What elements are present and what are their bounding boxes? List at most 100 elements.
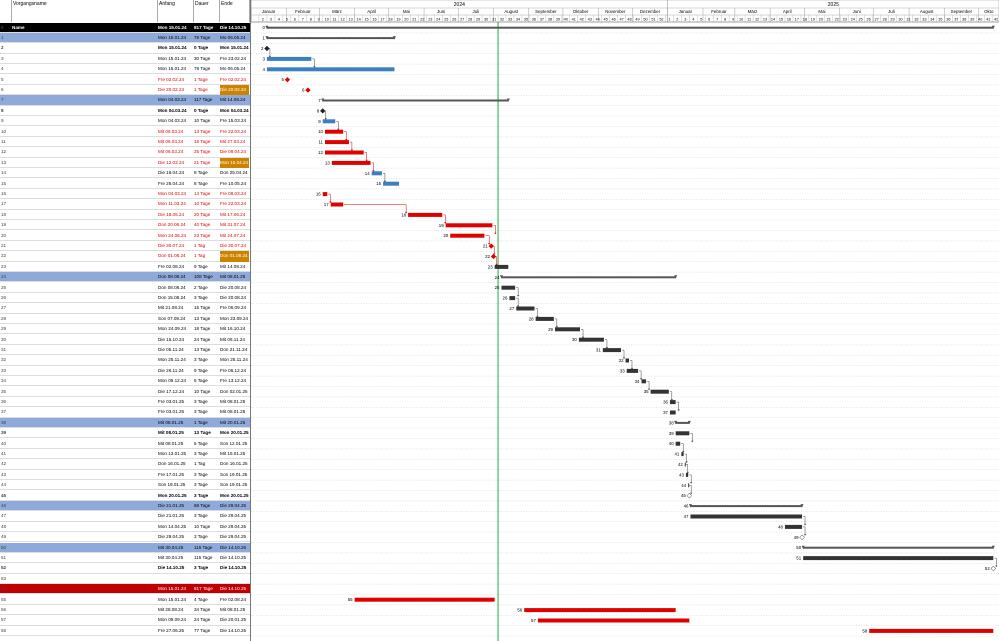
table-row[interactable]: 52 Die 14.10.25 3 Tage Die 14.10.25 bbox=[0, 563, 250, 574]
table-row[interactable]: 43 Fre 17.01.25 3 Tage Son 19.01.25 bbox=[0, 470, 250, 481]
table-row[interactable]: 44 Son 19.01.25 3 Tage Son 19.01.25 bbox=[0, 480, 250, 491]
table-row[interactable]: 15 Fre 26.04.24 8 Tage Fre 10.05.24 bbox=[0, 179, 250, 189]
table-row[interactable]: 6 Die 20.02.24 1 Tage Die 20.02.24 bbox=[0, 84, 250, 96]
end-column-header[interactable]: Ende bbox=[220, 0, 250, 22]
table-row[interactable]: 51 Mit 30.04.25 115 Tage Die 14.10.25 bbox=[0, 553, 250, 564]
task-bar bbox=[554, 327, 581, 332]
week-label: 13 bbox=[349, 18, 353, 22]
gantt-timeline[interactable]: 2024 2025 Januar Februar März April Mai Juni Jul… bbox=[251, 0, 999, 641]
summary-bar bbox=[266, 26, 994, 29]
dependency-arrow bbox=[689, 482, 693, 484]
milestone-diamond bbox=[319, 108, 326, 114]
row-id: 53 bbox=[1, 575, 7, 581]
table-row[interactable]: 19 Don 20.06.24 40 Tage Mit 31.07.24 bbox=[0, 220, 250, 231]
week-label: 34 bbox=[516, 18, 520, 22]
duration: 117 Tage bbox=[194, 97, 213, 103]
duration: 1 Tage bbox=[194, 419, 208, 425]
start-date: Die 20.02.24 bbox=[158, 86, 185, 92]
table-row[interactable]: 29 Mon 24.09.24 18 Tage Mit 16.10.24 bbox=[0, 324, 250, 335]
table-row[interactable]: 35 Die 17.12.24 10 Tage Don 02.01.25 bbox=[0, 387, 250, 397]
table-row[interactable]: 17 Mon 11.03.24 10 Tage Fre 22.03.24 bbox=[0, 199, 250, 210]
summary-bar-end-cap bbox=[506, 98, 510, 102]
table-row[interactable]: 58 Fre 27.06.25 77 Tage Die 14.10.25 bbox=[0, 626, 250, 637]
table-row[interactable]: 8 Mon 04.03.24 0 Tage Mon 04.03.24 bbox=[0, 106, 250, 117]
week-label: 44 bbox=[596, 18, 600, 22]
table-row[interactable]: 40 Mit 08.01.25 5 Tage Son 12.01.25 bbox=[0, 439, 250, 449]
bar-label: 41 bbox=[674, 452, 679, 457]
week-label: 41 bbox=[986, 18, 990, 22]
table-row[interactable]: 1 Mon 15.01.24 78 Tage Mo 06.05.24 bbox=[0, 32, 250, 44]
table-row[interactable]: 26 Don 15.08.24 3 Tage Die 20.08.24 bbox=[0, 293, 250, 304]
table-row[interactable]: 50 Mit 30.04.25 115 Tage Die 14.10.25 bbox=[0, 542, 250, 553]
bar-label: 45 bbox=[681, 493, 686, 498]
week-label: 31 bbox=[492, 18, 496, 22]
table-row[interactable]: 27 Mit 21.08.24 15 Tage Fre 06.09.24 bbox=[0, 303, 250, 314]
table-row[interactable]: 11 Mit 06.03.24 16 Tage Mit 27.03.24 bbox=[0, 137, 250, 148]
row-id: 2 bbox=[1, 45, 4, 51]
table-row[interactable]: 42 Don 16.01.25 1 Tag Don 16.01.25 bbox=[0, 459, 250, 470]
table-row[interactable]: 34 Mon 09.12.24 5 Tage Fre 13.12.24 bbox=[0, 376, 250, 387]
duration-column-header[interactable]: Dauer bbox=[194, 0, 220, 22]
table-row[interactable]: 31 Die 05.11.24 13 Tage Don 21.11.24 bbox=[0, 345, 250, 356]
dependency-link bbox=[689, 485, 692, 494]
dependency-arrow bbox=[995, 565, 998, 567]
table-row[interactable]: 5 Fre 02.02.24 1 Tage Fre 02.02.24 bbox=[0, 75, 250, 85]
table-row[interactable]: 55 Mon 15.01.24 4 Tage Fre 02.08.24 bbox=[0, 595, 250, 605]
dependency-arrow bbox=[329, 201, 332, 203]
table-row[interactable]: 22 Don 01.08.24 1 Tag Don 01.08.24 bbox=[0, 251, 250, 262]
table-row[interactable]: 33 Die 26.11.24 9 Tage Fre 06.12.24 bbox=[0, 366, 250, 377]
week-label: 9 bbox=[318, 18, 320, 22]
table-row[interactable]: 46 Die 21.01.25 68 Tage Die 29.04.25 bbox=[0, 500, 250, 512]
name-column-header[interactable]: Vorgangsname bbox=[12, 0, 158, 22]
table-row[interactable]: 39 Mit 08.01.25 13 Tage Mon 20.01.25 bbox=[0, 428, 250, 439]
table-row[interactable]: 18 Die 18.05.24 20 Tage Mit 17.06.24 bbox=[0, 210, 250, 221]
table-row[interactable]: 57 Mon 09.09.24 24 Tage Die 20.01.25 bbox=[0, 615, 250, 626]
row-id: 47 bbox=[1, 513, 7, 519]
table-row[interactable]: 20 Mon 24.06.24 23 Tage Mit 24.07.24 bbox=[0, 231, 250, 241]
dependency-arrow bbox=[647, 388, 651, 391]
table-row[interactable]: 30 Die 15.10.24 24 Tage Mit 06.11.24 bbox=[0, 335, 250, 345]
table-row[interactable]: 56 Mit 28.08.24 34 Tage Mit 08.01.25 bbox=[0, 605, 250, 616]
table-row[interactable]: 4 Mon 15.01.24 78 Tage Mo 06.05.24 bbox=[0, 64, 250, 75]
table-row[interactable]: 13 Die 12.03.24 21 Tage Mon 15.04.24 bbox=[0, 157, 250, 169]
table-row[interactable]: 28 Son 07.09.24 13 Tage Mon 23.09.24 bbox=[0, 314, 250, 325]
table-row[interactable]: 32 Mon 25.11.24 3 Tage Mon 25.11.24 bbox=[0, 355, 250, 366]
table-row[interactable]: 12 Mit 06.03.24 25 Tage Die 09.04.24 bbox=[0, 147, 250, 158]
table-row[interactable]: 3 Mon 15.01.24 30 Tage Fre 23.02.24 bbox=[0, 54, 250, 65]
table-row[interactable]: 2 Mon 15.01.24 0 Tage Mon 15.01.24 bbox=[0, 43, 250, 54]
table-row[interactable]: 45 Mon 20.01.25 3 Tage Mon 20.01.25 bbox=[0, 491, 250, 501]
table-row[interactable]: 38 Mit 08.01.25 1 Tage Mit 20.01.25 bbox=[0, 417, 250, 429]
table-row[interactable]: 41 Mon 13.01.25 3 Tage Mit 15.01.25 bbox=[0, 449, 250, 460]
dependency-link bbox=[581, 329, 584, 338]
table-row[interactable]: 14 Die 16.04.24 8 Tage Don 25.04.24 bbox=[0, 168, 250, 179]
table-row[interactable]: 37 Fre 03.01.25 3 Tage Mit 08.01.25 bbox=[0, 407, 250, 418]
table-row[interactable]: 25 Don 08.08.24 2 Tage Die 20.08.24 bbox=[0, 283, 250, 293]
table-row[interactable]: 7 Mon 04.03.24 117 Tage Mit 14.08.24 bbox=[0, 95, 250, 106]
table-row[interactable]: 53 bbox=[0, 574, 250, 585]
table-row[interactable]: 47 Die 21.01.25 3 Tage Die 29.04.25 bbox=[0, 511, 250, 522]
end-date: Mit 15.01.25 bbox=[220, 450, 246, 456]
dependency-link bbox=[994, 557, 997, 566]
bar-label: 5 bbox=[281, 77, 284, 82]
week-label: 20 bbox=[404, 18, 408, 22]
table-row[interactable]: 9 Mon 04.03.24 10 Tage Fre 15.03.24 bbox=[0, 116, 250, 127]
start-column-header[interactable]: Anfang bbox=[158, 0, 194, 22]
table-row[interactable]: 10 Mit 06.03.24 13 Tage Fre 22.03.24 bbox=[0, 127, 250, 137]
id-column-header[interactable] bbox=[0, 0, 12, 22]
duration: 3 Tage bbox=[194, 565, 209, 571]
bar-label: 32 bbox=[619, 358, 624, 363]
task-bar bbox=[675, 441, 681, 446]
row-id: 19 bbox=[1, 222, 7, 228]
table-row[interactable]: 36 Fre 03.01.25 3 Tage Mit 08.01.25 bbox=[0, 397, 250, 408]
week-label: 7 bbox=[302, 18, 304, 22]
table-row[interactable]: 48 Mon 14.04.25 10 Tage Die 29.04.25 bbox=[0, 522, 250, 533]
table-row[interactable]: 16 Mon 04.03.24 14 Tage Fre 08.03.24 bbox=[0, 189, 250, 200]
table-row[interactable]: 24 Don 08.08.24 108 Tage Mit 08.01.25 bbox=[0, 272, 250, 283]
table-row[interactable]: 21 Die 30.07.24 1 Tag Die 30.07.24 bbox=[0, 241, 250, 252]
table-row[interactable]: 0 Name Mon 15.01.24 817 Tage Die 14.10.25 bbox=[0, 22, 250, 33]
table-row[interactable]: 54 Mon 15.01.24 817 Tage Die 14.10.25 bbox=[0, 584, 250, 595]
table-row[interactable]: 49 Die 29.04.25 3 Tage Die 29.04.25 bbox=[0, 532, 250, 543]
table-row[interactable]: 23 Fre 02.08.24 9 Tage Mit 14.08.24 bbox=[0, 262, 250, 273]
end-date: Son 19.01.25 bbox=[220, 482, 248, 488]
